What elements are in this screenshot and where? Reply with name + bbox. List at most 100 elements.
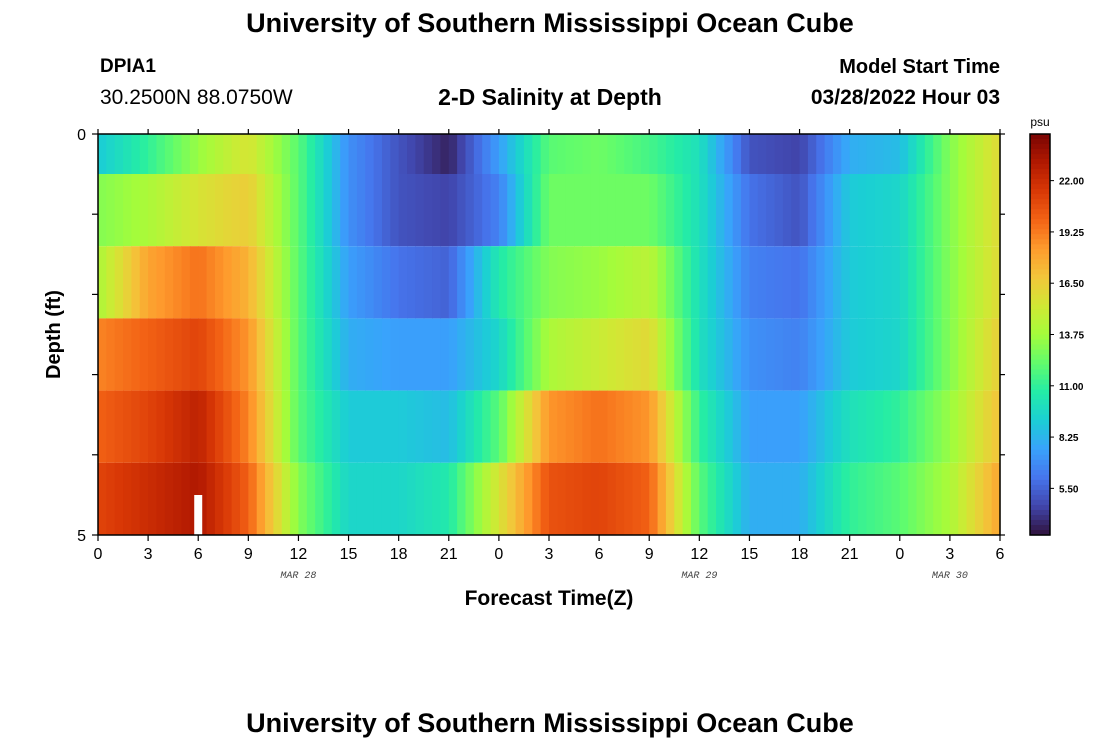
heatmap-cell: [657, 462, 667, 535]
heatmap-cell: [181, 462, 191, 535]
colorbar-segment: [1030, 354, 1050, 361]
heatmap-cell: [290, 134, 300, 174]
heatmap-cell: [156, 390, 166, 463]
heatmap-cell: [674, 134, 684, 174]
heatmap-cell: [924, 134, 934, 174]
heatmap-cell: [557, 246, 567, 319]
colorbar-segment: [1030, 174, 1050, 180]
heatmap-cell: [707, 318, 717, 391]
colorbar-segment: [1030, 179, 1050, 185]
heatmap-cell: [649, 134, 659, 174]
colorbar-segment: [1030, 464, 1050, 471]
heatmap-cell: [549, 246, 558, 319]
heatmap-cell: [498, 390, 508, 463]
heatmap-cell: [816, 246, 826, 319]
heatmap-cell: [348, 246, 358, 319]
heatmap-cell: [198, 462, 208, 535]
heatmap-cell: [615, 246, 625, 319]
heatmap-cell: [440, 462, 450, 535]
heatmap-cell: [699, 390, 709, 463]
x-tick-label: 0: [494, 546, 503, 563]
heatmap-cell: [607, 174, 617, 247]
heatmap-cell: [365, 174, 375, 247]
heatmap-cell: [807, 390, 817, 463]
heatmap-cell: [265, 318, 274, 391]
y-axis-label: Depth (ft): [43, 290, 65, 379]
heatmap-cell: [891, 390, 901, 463]
colorbar-segment: [1030, 519, 1050, 526]
heatmap-cell: [649, 462, 659, 535]
heatmap-cell: [824, 174, 834, 247]
heatmap-cell: [916, 246, 926, 319]
heatmap-cell: [423, 246, 433, 319]
heatmap-cell: [707, 390, 717, 463]
heatmap-cell: [106, 390, 116, 463]
heatmap-cell: [465, 246, 475, 319]
heatmap-cell: [173, 462, 183, 535]
heatmap-cell: [732, 246, 742, 319]
heatmap-cell: [891, 174, 901, 247]
heatmap-cell: [231, 390, 241, 463]
heatmap-cell: [574, 134, 584, 174]
heatmap-cell: [582, 174, 592, 247]
heatmap-cell: [632, 174, 642, 247]
heatmap-cell: [164, 462, 174, 535]
heatmap-cell: [749, 174, 759, 247]
heatmap-cell: [974, 462, 984, 535]
heatmap-cell: [849, 390, 859, 463]
colorbar-unit: psu: [1030, 115, 1049, 129]
heatmap-cell: [724, 246, 734, 319]
heatmap-cell: [866, 134, 876, 174]
colorbar-segment: [1030, 499, 1050, 506]
heatmap-cell: [407, 246, 416, 319]
heatmap-cell: [549, 318, 558, 391]
heatmap-cell: [716, 134, 725, 174]
heatmap-cell: [582, 318, 592, 391]
heatmap-cell: [858, 174, 867, 247]
heatmap-cell: [206, 462, 216, 535]
heatmap-cell: [565, 134, 575, 174]
heatmap-cell: [782, 462, 792, 535]
colorbar-segment: [1030, 419, 1050, 426]
heatmap-cell: [323, 390, 333, 463]
heatmap-cell: [682, 134, 692, 174]
heatmap-cell: [983, 390, 993, 463]
heatmap-cell: [148, 134, 158, 174]
colorbar-tick-label: 22.00: [1059, 177, 1084, 188]
heatmap-cell: [824, 390, 834, 463]
colorbar-segment: [1030, 224, 1050, 230]
heatmap-cell: [816, 134, 826, 174]
colorbar-segment: [1030, 259, 1050, 265]
heatmap-cell: [832, 134, 842, 174]
heatmap-cell: [590, 390, 600, 463]
heatmap-cell: [899, 246, 909, 319]
missing-data-marker: [194, 495, 203, 535]
heatmap-cell: [782, 318, 792, 391]
y-tick-label: 5: [77, 528, 86, 545]
heatmap-cell: [774, 318, 784, 391]
colorbar-segment: [1030, 439, 1050, 446]
heatmap-cell: [832, 318, 842, 391]
heatmap-cell: [315, 462, 325, 535]
colorbar-segment: [1030, 139, 1050, 145]
heatmap-cell: [916, 174, 926, 247]
heatmap-cell: [665, 174, 675, 247]
x-tick-label: 0: [94, 546, 103, 563]
heatmap-cell: [757, 134, 767, 174]
heatmap-cell: [173, 390, 183, 463]
heatmap-cell: [440, 246, 450, 319]
heatmap-cell: [749, 246, 759, 319]
heatmap-cell: [565, 462, 575, 535]
heatmap-cell: [482, 174, 492, 247]
heatmap-cell: [615, 390, 625, 463]
heatmap-cell: [640, 246, 650, 319]
heatmap-cell: [991, 390, 1001, 463]
heatmap-cell: [849, 462, 859, 535]
colorbar-segment: [1030, 159, 1050, 165]
heatmap-cell: [340, 318, 350, 391]
heatmap-cell: [515, 246, 525, 319]
heatmap-cell: [315, 174, 325, 247]
heatmap-cell: [123, 318, 133, 391]
heatmap-cell: [665, 246, 675, 319]
heatmap-cell: [415, 462, 425, 535]
